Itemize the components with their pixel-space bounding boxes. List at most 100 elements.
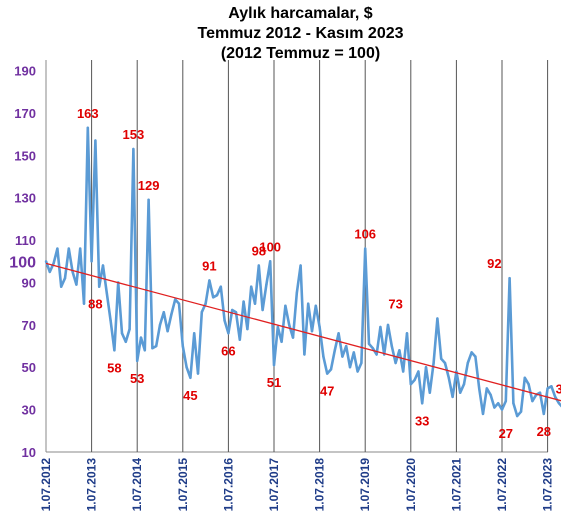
annotation-label: 47: [320, 384, 334, 399]
x-tick-label: 1.07.2018: [313, 458, 327, 512]
y-tick-label: 130: [14, 191, 36, 206]
y-tick-label: 90: [22, 275, 36, 290]
data-point: [417, 370, 420, 373]
data-point: [527, 383, 530, 386]
annotation-label: 153: [123, 127, 145, 142]
data-point: [174, 298, 177, 301]
data-point: [158, 323, 162, 327]
annotation-label: 33: [556, 381, 561, 396]
data-point: [341, 355, 344, 358]
data-point: [352, 351, 355, 354]
data-point: [478, 387, 481, 390]
data-point: [459, 391, 462, 394]
y-tick-label: 150: [14, 148, 36, 163]
data-point: [481, 412, 485, 416]
series-lines: [44, 126, 561, 418]
data-point: [82, 302, 86, 305]
x-tick-label: 1.07.2014: [130, 458, 144, 512]
data-point: [219, 285, 222, 288]
annotation-label: 66: [221, 343, 235, 358]
annotation-label: 53: [130, 371, 144, 386]
data-point: [303, 353, 306, 356]
x-tick-label: 1.07.2022: [495, 458, 509, 512]
data-point: [402, 370, 405, 373]
data-point: [413, 378, 416, 382]
data-point: [242, 300, 245, 303]
data-point: [223, 319, 226, 322]
data-point: [215, 294, 219, 297]
y-tick-label: 10: [22, 445, 36, 460]
annotation-label: 129: [138, 178, 160, 193]
data-point: [356, 370, 359, 373]
data-point: [364, 247, 367, 250]
data-point: [500, 408, 504, 411]
data-point: [170, 313, 173, 316]
data-point: [67, 247, 71, 250]
data-point: [276, 325, 279, 329]
data-point: [288, 323, 291, 327]
y-tick-label: 110: [15, 233, 36, 248]
data-point: [155, 344, 158, 348]
annotation-label: 106: [354, 227, 376, 242]
annotation-label: 28: [537, 424, 551, 439]
annotation-label: 45: [183, 388, 197, 403]
data-point: [227, 332, 230, 335]
data-point: [367, 342, 371, 346]
data-point: [75, 283, 78, 286]
data-point: [462, 383, 466, 386]
data-point: [234, 311, 238, 314]
data-point: [310, 330, 314, 333]
data-point: [451, 395, 454, 399]
data-point: [421, 402, 424, 405]
data-point: [493, 406, 496, 409]
data-point: [193, 332, 196, 335]
data-point: [124, 340, 128, 343]
data-point: [466, 361, 469, 365]
baseline-label: 100: [9, 254, 36, 271]
chart-titles: Aylık harcamalar, $ Temmuz 2012 - Kasım …: [0, 4, 561, 64]
data-point: [60, 285, 63, 288]
data-point: [79, 247, 82, 250]
data-point: [162, 311, 165, 314]
data-point: [398, 349, 401, 352]
annotation-label: 100: [259, 239, 281, 254]
data-point: [519, 410, 523, 413]
data-point: [523, 376, 526, 379]
x-tick-label: 1.07.2016: [221, 458, 235, 512]
data-point: [139, 336, 143, 339]
data-point: [390, 344, 393, 348]
data-point: [109, 319, 112, 322]
data-point: [432, 361, 435, 365]
data-point: [554, 395, 557, 399]
data-point: [360, 361, 363, 365]
annotation-label: 88: [88, 297, 102, 312]
data-point: [52, 262, 55, 265]
data-point: [345, 344, 348, 348]
data-point: [409, 383, 412, 386]
data-point: [375, 353, 378, 356]
annotation-label: 98: [252, 244, 266, 259]
data-point: [531, 399, 534, 403]
data-point: [272, 363, 276, 367]
data-point: [329, 368, 333, 371]
data-point: [284, 304, 287, 307]
data-point: [497, 402, 500, 405]
data-point: [105, 291, 109, 295]
data-point: [516, 414, 519, 418]
data-point: [538, 391, 542, 394]
data-point: [280, 340, 283, 343]
data-point: [196, 372, 200, 375]
data-point: [489, 393, 492, 396]
data-point: [200, 311, 203, 314]
chart-title: Aylık harcamalar, $: [228, 5, 373, 22]
data-point: [98, 285, 101, 288]
data-point: [291, 336, 295, 339]
data-point: [443, 361, 447, 365]
data-point: [542, 412, 545, 416]
data-point: [231, 308, 234, 312]
data-point: [333, 349, 336, 352]
spending-series-line: [44, 126, 561, 418]
data-point: [101, 264, 105, 267]
annotation-label: 51: [267, 375, 281, 390]
